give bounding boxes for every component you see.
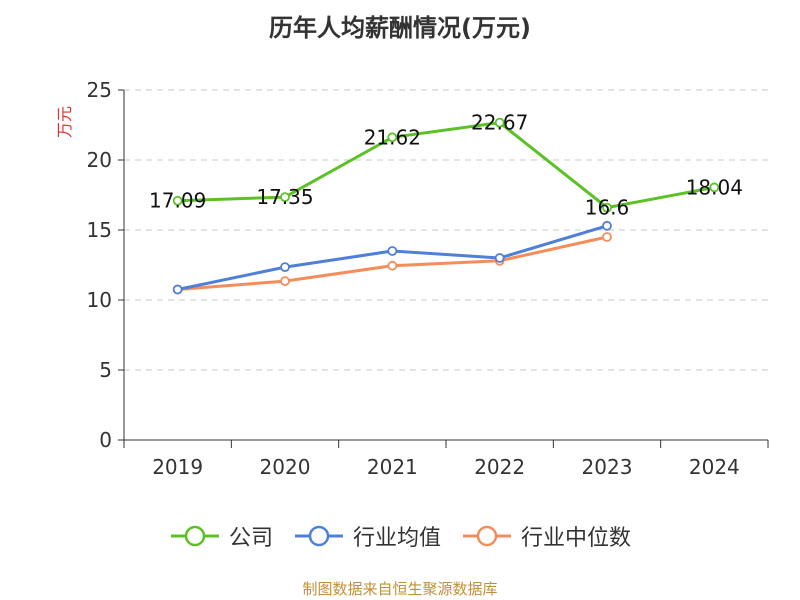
data-point-行业均值-2019 (172, 284, 183, 295)
axes: 0 5 10 15 20 25 2019 2020 2021 2022 2023 2024 万元 (55, 78, 769, 479)
x-tick-label-2022: 2022 (474, 455, 525, 479)
legend-label: 公司 (228, 526, 273, 551)
y-tick-label: 20 (87, 148, 112, 172)
y-tick-label: 0 (99, 428, 112, 452)
series-line-行业均值 (177, 224, 608, 291)
x-tick-label-2021: 2021 (367, 455, 418, 479)
data-label-2020: 17.35 (256, 185, 313, 209)
chart-title: 历年人均薪酬情况(万元) (269, 14, 531, 42)
data-point-公司-2023 (602, 202, 612, 213)
legend-item-行业均值[interactable]: 行业均值 (293, 520, 441, 552)
legend-swatch (294, 525, 343, 547)
data-point-公司-2019 (172, 195, 183, 206)
data-label-2021: 21.62 (364, 125, 421, 149)
data-label-2023: 16.6 (585, 196, 630, 220)
legend-item-公司[interactable]: 公司 (169, 520, 273, 552)
data-point-行业均值-2020 (280, 262, 290, 273)
legend-item-行业中位数[interactable]: 行业中位数 (461, 520, 631, 552)
series-line-公司 (177, 121, 715, 210)
grid-lines (124, 89, 768, 371)
data-label-2022: 22.67 (471, 111, 528, 135)
y-tick-label: 25 (87, 78, 112, 102)
data-point-行业中位数-2020 (280, 276, 290, 287)
x-tick-label-2020: 2020 (260, 455, 311, 479)
data-point-公司-2024 (709, 182, 720, 193)
data-label-2024: 18.04 (686, 175, 743, 199)
data-point-公司-2021 (387, 132, 398, 143)
x-tick-label-2024: 2024 (689, 455, 740, 479)
x-tick-label-2023: 2023 (582, 455, 633, 479)
data-point-行业均值-2021 (387, 246, 398, 256)
data-point-公司-2020 (280, 192, 290, 203)
series-lines (172, 117, 720, 295)
y-axis-unit: 万元 (55, 106, 74, 138)
y-tick-label: 5 (99, 358, 112, 382)
data-point-行业中位数-2023 (602, 232, 612, 242)
y-tick-label: 15 (87, 218, 112, 242)
legend: 公司 行业均值 行业中位数 (0, 520, 800, 552)
x-tick-label-2019: 2019 (152, 455, 203, 479)
y-tick-label: 10 (87, 288, 112, 312)
data-point-行业中位数-2021 (387, 260, 398, 271)
data-point-行业均值-2023 (602, 220, 612, 231)
data-label-2019: 17.09 (149, 189, 206, 213)
legend-swatch (463, 525, 511, 547)
data-point-公司-2022 (494, 117, 505, 128)
legend-label: 行业中位数 (521, 526, 632, 551)
data-point-行业均值-2022 (494, 253, 505, 263)
legend-label: 行业均值 (352, 526, 441, 551)
legend-swatch (170, 525, 219, 547)
data-labels: 17.09 17.35 21.62 22.67 16.6 18.04 (149, 111, 743, 220)
source-note: 制图数据来自恒生聚源数据库 (302, 580, 498, 598)
